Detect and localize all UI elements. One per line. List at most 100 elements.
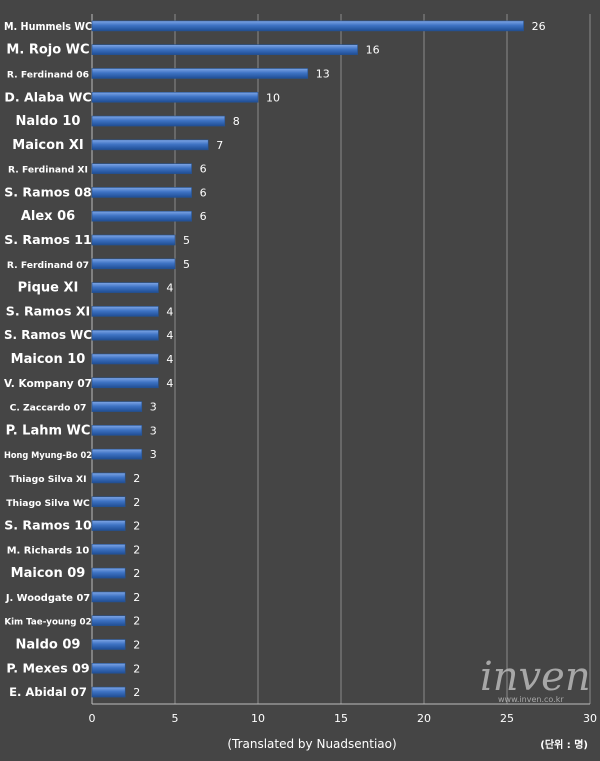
category-label: P. Lahm WC [6, 423, 91, 438]
bar [91, 329, 159, 341]
value-label: 10 [266, 91, 280, 104]
value-label: 2 [133, 520, 140, 533]
value-label: 8 [233, 115, 240, 128]
value-label: 3 [150, 424, 157, 437]
category-label: M. Richards 10 [7, 545, 90, 556]
category-label: E. Abidal 07 [9, 685, 87, 699]
value-label: 4 [166, 305, 173, 318]
x-tick-label: 10 [251, 712, 265, 725]
category-label: S. Ramos WC [4, 327, 92, 342]
bar [91, 234, 176, 246]
category-label: Maicon XI [12, 138, 83, 153]
bar [91, 377, 159, 389]
category-label: Thiago Silva WC [6, 498, 90, 509]
category-labels: M. Hummels WC M. Rojo WC R. Ferdinand 06 D.… [4, 20, 92, 699]
bar [91, 686, 126, 698]
value-label: 2 [133, 567, 140, 580]
value-label: 4 [166, 353, 173, 366]
value-label: 7 [216, 139, 223, 152]
bar [91, 163, 192, 174]
value-label: 2 [133, 639, 140, 652]
bar [91, 663, 126, 674]
bar [91, 20, 524, 32]
value-label: 4 [166, 329, 173, 342]
value-label: 6 [200, 163, 207, 176]
watermark-logo: inven [480, 654, 591, 700]
category-label: R. Ferdinand XI [8, 165, 88, 176]
category-label: S. Ramos XI [6, 303, 91, 318]
x-tick-label: 20 [417, 712, 431, 725]
x-tick-label: 5 [172, 712, 179, 725]
category-label: Alex 06 [21, 209, 75, 224]
bar [91, 91, 259, 103]
bar [91, 615, 126, 627]
bar [91, 210, 192, 222]
gridlines [91, 14, 591, 705]
bar [91, 591, 126, 603]
value-label: 2 [133, 662, 140, 675]
value-label: 2 [133, 543, 140, 556]
category-label: R. Ferdinand 07 [7, 260, 89, 271]
bar [91, 496, 126, 508]
value-label: 5 [183, 258, 190, 271]
bars [91, 20, 524, 698]
x-tick-label: 0 [89, 712, 96, 725]
bar [91, 448, 143, 460]
value-label: 16 [366, 44, 380, 57]
inven-watermark: inven www.inven.co.kr [480, 654, 591, 704]
value-label: 5 [183, 234, 190, 247]
bar [91, 139, 209, 151]
category-label: R. Ferdinand 06 [7, 69, 89, 80]
value-label: 3 [150, 401, 157, 414]
credit-text: (Translated by Nuadsentiao) [227, 737, 396, 751]
category-label: S. Ramos 08 [4, 184, 92, 199]
category-label: Kim Tae-young 02 [4, 618, 91, 628]
bar [91, 44, 358, 55]
category-label: D. Alaba WC [4, 89, 91, 104]
x-axis-ticks: 0 5 10 15 20 25 30 [89, 712, 598, 725]
bar [91, 401, 143, 412]
category-label: S. Ramos 11 [4, 232, 92, 247]
category-label: Naldo 09 [16, 638, 81, 653]
value-label: 6 [200, 186, 207, 199]
bar [91, 353, 159, 365]
x-tick-label: 30 [583, 712, 597, 725]
unit-label: (단위 : 명) [540, 738, 588, 751]
value-label: 3 [150, 448, 157, 461]
value-label: 2 [133, 686, 140, 699]
category-label: M. Rojo WC [6, 43, 89, 58]
category-label: Maicon 10 [11, 352, 86, 367]
bar [91, 282, 159, 293]
category-label: P. Mexes 09 [6, 660, 89, 675]
bar [91, 639, 126, 650]
value-label: 13 [316, 67, 330, 80]
bar [91, 68, 309, 79]
category-label: C. Zaccardo 07 [10, 403, 87, 414]
bar [91, 544, 126, 555]
value-label: 4 [166, 377, 173, 390]
bar [91, 187, 192, 198]
bar [91, 567, 126, 579]
category-label: Maicon 09 [11, 566, 86, 581]
category-label: Pique XI [18, 281, 79, 296]
value-label: 2 [133, 496, 140, 509]
bar [91, 472, 126, 484]
category-label: S. Ramos 10 [4, 518, 92, 533]
category-label: Naldo 10 [16, 114, 81, 129]
category-label: M. Hummels WC [4, 20, 92, 33]
bar [91, 425, 143, 436]
value-label: 2 [133, 472, 140, 485]
value-label: 2 [133, 591, 140, 604]
bar [91, 258, 176, 270]
value-label: 2 [133, 615, 140, 628]
x-tick-label: 25 [500, 712, 514, 725]
value-label: 26 [532, 20, 546, 33]
value-label: 4 [166, 282, 173, 295]
bar [91, 115, 226, 127]
category-label: V. Kompany 07 [4, 377, 92, 390]
category-label: J. Woodgate 07 [5, 593, 90, 604]
category-label: Thiago Silva XI [9, 474, 86, 485]
